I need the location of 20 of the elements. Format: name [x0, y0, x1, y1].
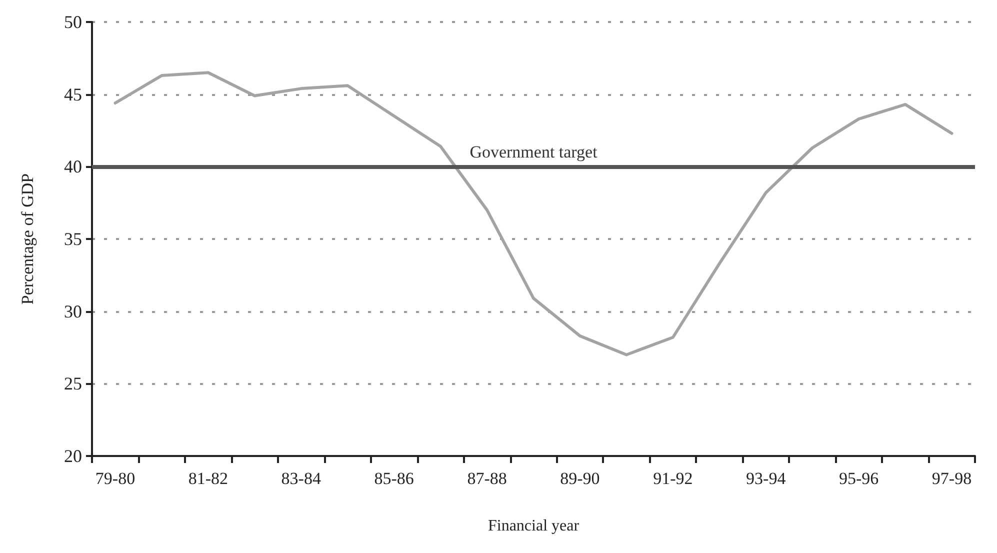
x-tick-label: 89-90	[560, 469, 600, 488]
x-tick-label: 81-82	[188, 469, 228, 488]
x-axis-title: Financial year	[488, 518, 580, 534]
ref-line-label: Government target	[470, 142, 598, 162]
y-tick-label: 45	[64, 84, 82, 104]
x-tick-label: 79-80	[95, 469, 136, 488]
x-tick-label: 91-92	[653, 469, 693, 488]
x-tick-label: 97-98	[932, 469, 972, 488]
y-tick-label: 25	[64, 374, 82, 394]
y-axis-title: Percentage of GDP	[18, 173, 37, 305]
y-tick-label: 30	[64, 301, 82, 322]
y-tick-label: 50	[64, 12, 82, 32]
x-tick-label: 83-84	[281, 469, 322, 488]
x-tick-label: 87-88	[467, 469, 507, 488]
y-tick-label: 20	[64, 446, 82, 466]
y-tick-label: 40	[64, 156, 82, 177]
x-tick-label: 95-96	[838, 469, 879, 488]
x-tick-label: 93-94	[746, 469, 786, 488]
y-tick-label: 35	[64, 229, 82, 249]
x-tick-label: 85-86	[374, 469, 414, 488]
